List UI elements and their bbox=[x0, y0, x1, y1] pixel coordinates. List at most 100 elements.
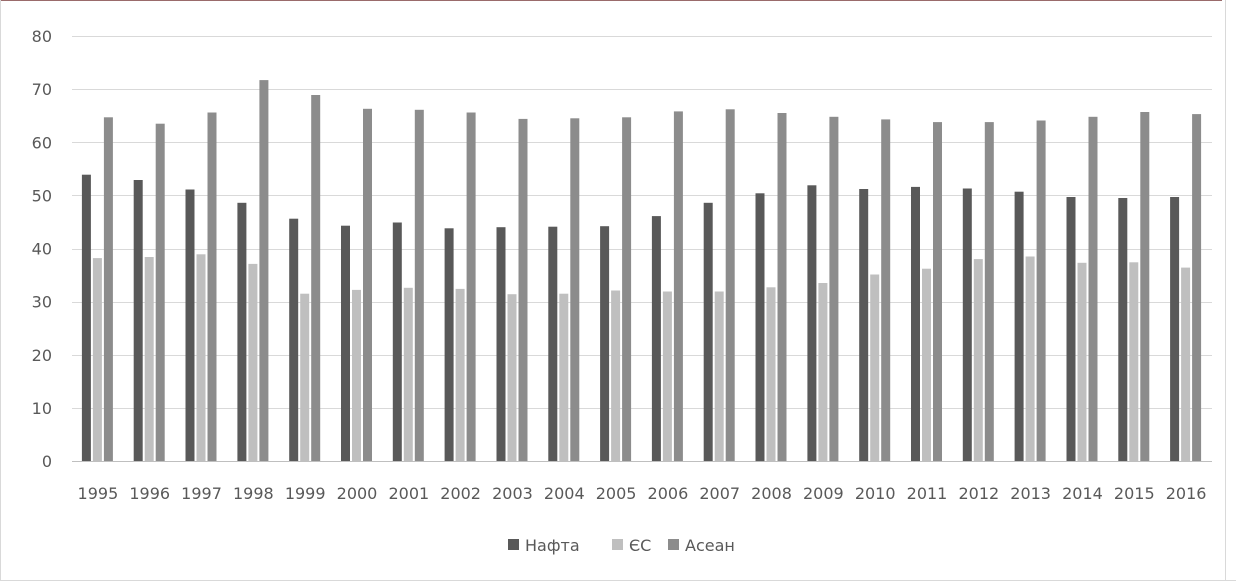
y-tick-label: 10 bbox=[32, 399, 52, 418]
y-tick-label: 40 bbox=[32, 240, 52, 259]
bar-ЄС-2003 bbox=[507, 294, 517, 461]
legend: Нафта ЄС Асеан bbox=[508, 536, 735, 555]
bar-ЄС-2008 bbox=[766, 287, 776, 461]
bar-Асеан-2014 bbox=[1088, 116, 1098, 462]
y-tick-label: 0 bbox=[42, 452, 52, 471]
y-tick-label: 70 bbox=[32, 80, 52, 99]
bar-Асеан-2004 bbox=[570, 118, 580, 462]
bar-ЄС-2010 bbox=[870, 274, 880, 461]
x-tick-label: 2009 bbox=[803, 484, 844, 503]
bar-Асеан-2015 bbox=[1140, 112, 1150, 461]
x-tick-label: 1999 bbox=[285, 484, 326, 503]
x-tick-label: 2011 bbox=[907, 484, 948, 503]
legend-label-0: Нафта bbox=[525, 536, 580, 555]
x-tick-label: 1998 bbox=[233, 484, 274, 503]
x-tick-label: 2001 bbox=[388, 484, 429, 503]
bar-Нафта-2010 bbox=[859, 189, 869, 461]
bar-Нафта-1998 bbox=[237, 202, 247, 462]
y-tick-label: 60 bbox=[32, 133, 52, 152]
bar-Асеан-1996 bbox=[155, 123, 165, 461]
bar-Нафта-2009 bbox=[807, 185, 817, 462]
x-tick-label: 2000 bbox=[337, 484, 378, 503]
bar-Нафта-2004 bbox=[548, 226, 558, 461]
bar-Асеан-2006 bbox=[673, 111, 683, 462]
y-tick-label: 20 bbox=[32, 346, 52, 365]
bar-Асеан-1998 bbox=[259, 80, 269, 461]
bar-ЄС-2007 bbox=[714, 291, 724, 461]
bar-Нафта-2011 bbox=[911, 186, 920, 461]
bar-Нафта-2013 bbox=[1014, 191, 1024, 461]
bar-Нафта-2006 bbox=[651, 216, 661, 461]
y-tick-label: 80 bbox=[32, 27, 52, 46]
bar-ЄС-2013 bbox=[1025, 256, 1035, 461]
bar-Асеан-2010 bbox=[881, 119, 891, 462]
x-tick-label: 1997 bbox=[181, 484, 222, 503]
bar-Нафта-2002 bbox=[444, 228, 454, 461]
bar-Асеан-2011 bbox=[933, 122, 942, 461]
bar-Асеан-2001 bbox=[414, 109, 424, 462]
bar-ЄС-2005 bbox=[611, 290, 621, 461]
bar-Асеан-2005 bbox=[622, 117, 632, 462]
bar-Нафта-2007 bbox=[703, 202, 713, 462]
bar-Нафта-2012 bbox=[962, 188, 972, 461]
bar-Асеан-2012 bbox=[984, 122, 994, 461]
x-tick-label: 2013 bbox=[1010, 484, 1051, 503]
bar-Нафта-2015 bbox=[1118, 198, 1128, 461]
bar-Асеан-1997 bbox=[207, 112, 217, 461]
x-tick-label: 2016 bbox=[1166, 484, 1207, 503]
bar-ЄС-2004 bbox=[559, 293, 569, 461]
bar-ЄС-2015 bbox=[1129, 262, 1139, 461]
y-tick-label: 50 bbox=[32, 186, 52, 205]
bar-Асеан-1999 bbox=[311, 95, 321, 461]
x-tick-label: 2008 bbox=[751, 484, 792, 503]
x-tick-label: 2006 bbox=[648, 484, 689, 503]
legend-swatch-0 bbox=[508, 539, 519, 550]
x-tick-label: 2014 bbox=[1062, 484, 1103, 503]
bar-ЄС-2011 bbox=[922, 268, 931, 461]
x-tick-label: 2003 bbox=[492, 484, 533, 503]
bar-Нафта-2001 bbox=[392, 222, 402, 461]
bar-ЄС-2000 bbox=[352, 289, 361, 461]
bar-ЄС-2014 bbox=[1077, 262, 1087, 461]
bar-Нафта-2003 bbox=[496, 227, 506, 461]
x-tick-label: 2002 bbox=[440, 484, 481, 503]
x-tick-label: 2005 bbox=[596, 484, 637, 503]
bar-Асеан-2003 bbox=[518, 118, 528, 462]
bar-ЄС-1996 bbox=[144, 257, 154, 461]
legend-swatch-2 bbox=[668, 539, 679, 550]
bar-Нафта-1997 bbox=[185, 189, 195, 461]
bar-Асеан-2013 bbox=[1036, 120, 1046, 461]
bar-Нафта-2014 bbox=[1066, 197, 1076, 461]
x-tick-label: 2010 bbox=[855, 484, 896, 503]
bar-ЄС-1999 bbox=[300, 293, 310, 461]
bar-ЄС-2016 bbox=[1181, 267, 1191, 461]
x-tick-label: 2007 bbox=[699, 484, 740, 503]
legend-swatch-1 bbox=[612, 539, 623, 550]
bars bbox=[81, 80, 1202, 462]
legend-label-2: Асеан bbox=[685, 536, 735, 555]
bar-Асеан-2007 bbox=[725, 109, 735, 462]
y-tick-label: 30 bbox=[32, 293, 52, 312]
x-tick-label: 2004 bbox=[544, 484, 585, 503]
x-tick-label: 1996 bbox=[129, 484, 170, 503]
bar-Нафта-2000 bbox=[341, 225, 350, 461]
legend-label-1: ЄС bbox=[629, 536, 651, 555]
y-axis: 0 10 20 30 40 50 60 70 80 bbox=[32, 27, 52, 471]
x-tick-label: 2012 bbox=[958, 484, 999, 503]
bar-Асеан-2000 bbox=[363, 108, 372, 462]
bar-ЄС-1998 bbox=[248, 263, 258, 461]
bar-ЄС-2009 bbox=[818, 283, 828, 461]
bar-Асеан-2008 bbox=[777, 113, 787, 461]
bar-Асеан-2009 bbox=[829, 116, 839, 462]
bar-ЄС-2012 bbox=[973, 259, 983, 461]
bar-ЄС-1995 bbox=[92, 258, 102, 461]
bar-Нафта-2005 bbox=[600, 226, 610, 461]
bar-ЄС-2001 bbox=[403, 287, 413, 461]
bar-ЄС-2006 bbox=[662, 291, 672, 461]
x-tick-label: 2015 bbox=[1114, 484, 1155, 503]
bar-Асеан-2002 bbox=[466, 112, 476, 461]
x-tick-label: 1995 bbox=[78, 484, 119, 503]
bar-Асеан-2016 bbox=[1192, 114, 1202, 461]
